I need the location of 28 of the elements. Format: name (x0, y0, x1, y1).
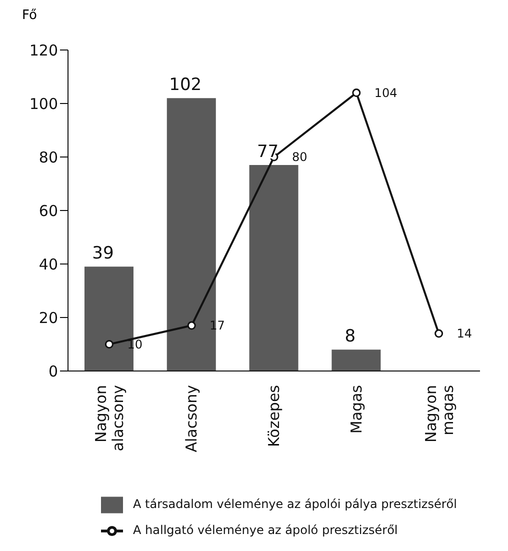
data-label: 77 (256, 142, 279, 162)
data-label: 104 (374, 86, 398, 100)
data-label: 80 (292, 150, 308, 164)
point (352, 88, 361, 98)
y-tick-label: 120 (29, 41, 58, 60)
x-tick-label: Alacsony (182, 384, 201, 452)
y-tick-label: 60 (38, 202, 58, 220)
bar (332, 350, 381, 371)
bar (249, 165, 298, 371)
legend-label: A hallgató véleménye az ápoló presztizséről (133, 523, 398, 537)
data-label: 8 (344, 326, 356, 347)
point (187, 321, 196, 330)
y-tick-label: 20 (38, 308, 58, 327)
data-label: 102 (169, 75, 202, 96)
data-label: 14 (456, 326, 472, 341)
y-tick-label: 80 (38, 148, 58, 166)
y-tick-label: 40 (38, 255, 58, 274)
x-tick-label: Nagyon alacsony (92, 384, 128, 452)
legend-label: A társadalom véleménye az ápolói pálya presztizséről (133, 497, 457, 511)
y-tick-label: 100 (29, 94, 58, 113)
x-tick-label: Magas (347, 384, 366, 434)
x-tick-label: Közepes (265, 384, 283, 447)
data-label: 39 (92, 244, 114, 264)
x-tick-label: Nagyon magas (422, 384, 457, 442)
point (434, 329, 444, 338)
y-tick-label: 0 (48, 362, 58, 380)
point (104, 340, 114, 348)
y-axis-title: Fő (22, 8, 37, 23)
